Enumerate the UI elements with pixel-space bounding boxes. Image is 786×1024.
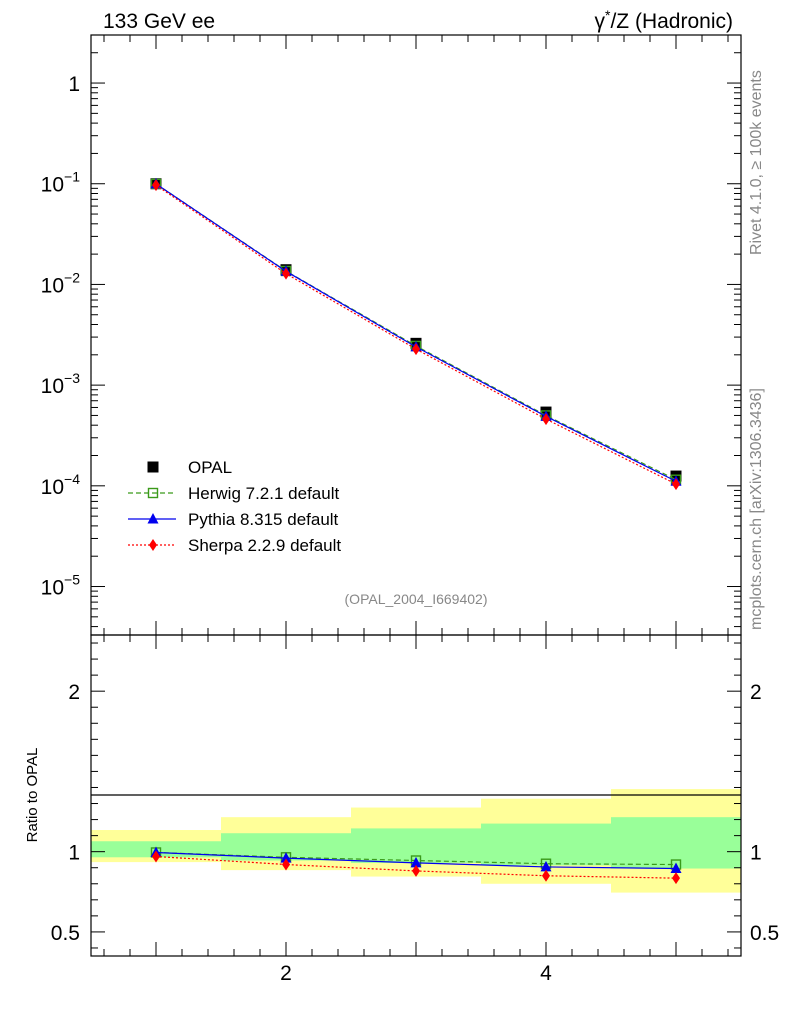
right-title-gamma: γ	[595, 10, 606, 33]
main-ytick-label-2: 10−2	[41, 269, 81, 297]
main-ytick-label-base-5: 10	[41, 577, 64, 600]
legend-label-data: OPAL	[188, 458, 232, 477]
right-title-rest: /Z (Hadronic)	[610, 10, 733, 33]
ratio-point-sherpa-3	[412, 864, 420, 877]
main-line-herwig	[155, 183, 677, 481]
main-point-sherpa-3	[412, 343, 420, 356]
ratio-point-sherpa-5	[672, 872, 680, 885]
main-ytick-label-base-0: 1	[68, 73, 80, 96]
ratio-xtick-label-1: 4	[540, 962, 552, 985]
ratio-ytick-label-left-1: 1	[68, 842, 80, 865]
main-ytick-label-exp-3: −3	[64, 370, 80, 386]
main-ytick-label-0: 1	[68, 73, 80, 96]
ratio-point-pythia-5	[670, 862, 682, 874]
ratio-point-pythia-3	[410, 856, 422, 868]
main-line-pythia	[155, 183, 677, 482]
main-axis-ticks: 110−110−210−310−410−5	[41, 34, 741, 635]
ratio-point-pythia-2	[280, 852, 292, 863]
ratio-ytick-label-right-0: 0.5	[750, 922, 779, 945]
main-ytick-label-base-4: 10	[41, 476, 64, 499]
main-ytick-label-exp-2: −2	[64, 269, 80, 285]
ratio-ytick-label-left-0: 0.5	[51, 922, 80, 945]
ratio-ytick-label-left-2: 2	[68, 681, 80, 704]
ratio-point-sherpa-1	[152, 850, 160, 863]
legend-marker-data	[147, 461, 159, 473]
main-series	[150, 177, 682, 491]
legend: OPAL Herwig 7.2.1 default Pythia 8.315 def…	[128, 458, 341, 555]
main-ytick-label-base-2: 10	[41, 274, 64, 297]
main-ytick-label-exp-4: −4	[64, 471, 80, 487]
ratio-series	[150, 846, 682, 885]
main-point-sherpa-5	[672, 478, 680, 491]
ratio-axis-ticks: 0.5 0.5 1 1 2 2 2 4	[51, 635, 779, 985]
main-line-sherpa	[155, 184, 677, 485]
legend-label-herwig: Herwig 7.2.1 default	[188, 484, 339, 503]
rivet-label: Rivet 4.1.0, ≥ 100k events	[748, 70, 765, 255]
main-ytick-label-exp-5: −5	[64, 572, 80, 588]
main-point-sherpa-2	[282, 267, 290, 280]
main-ytick-label-base-3: 10	[41, 375, 64, 398]
legend-label-sherpa: Sherpa 2.2.9 default	[188, 536, 341, 555]
ratio-ylabel: Ratio to OPAL	[24, 748, 41, 843]
legend-marker-sherpa	[149, 539, 157, 551]
legend-label-pythia: Pythia 8.315 default	[188, 510, 339, 529]
ratio-point-pythia-4	[540, 860, 552, 872]
ratio-xtick-label-0: 2	[280, 962, 292, 985]
watermark: (OPAL_2004_I669402)	[345, 591, 488, 607]
ratio-ytick-label-right-2: 2	[750, 681, 762, 704]
ratio-bands	[91, 789, 741, 893]
band-inner-bin-4	[481, 823, 611, 866]
main-ytick-label-4: 10−4	[41, 471, 81, 499]
main-point-sherpa-1	[152, 179, 160, 192]
main-ytick-label-1: 10−1	[41, 169, 81, 197]
mcplots-label: mcplots.cern.ch [arXiv:1306.3436]	[748, 388, 765, 630]
main-ytick-label-3: 10−3	[41, 370, 81, 398]
legend-marker-pythia	[147, 513, 159, 524]
ratio-point-sherpa-2	[282, 858, 290, 871]
right-title-star: *	[605, 7, 611, 23]
right-title: γ*/Z (Hadronic)	[595, 7, 733, 33]
main-ytick-label-5: 10−5	[41, 572, 81, 600]
ratio-ytick-label-right-1: 1	[750, 842, 762, 865]
main-point-sherpa-4	[542, 413, 550, 426]
left-title: 133 GeV ee	[103, 10, 215, 33]
main-ytick-label-exp-1: −1	[64, 169, 80, 185]
ratio-frame	[90, 634, 742, 957]
legend-marker-herwig	[147, 487, 159, 499]
band-inner-bin-5	[611, 817, 741, 869]
main-ytick-label-base-1: 10	[41, 174, 64, 197]
ratio-point-sherpa-4	[542, 869, 550, 882]
